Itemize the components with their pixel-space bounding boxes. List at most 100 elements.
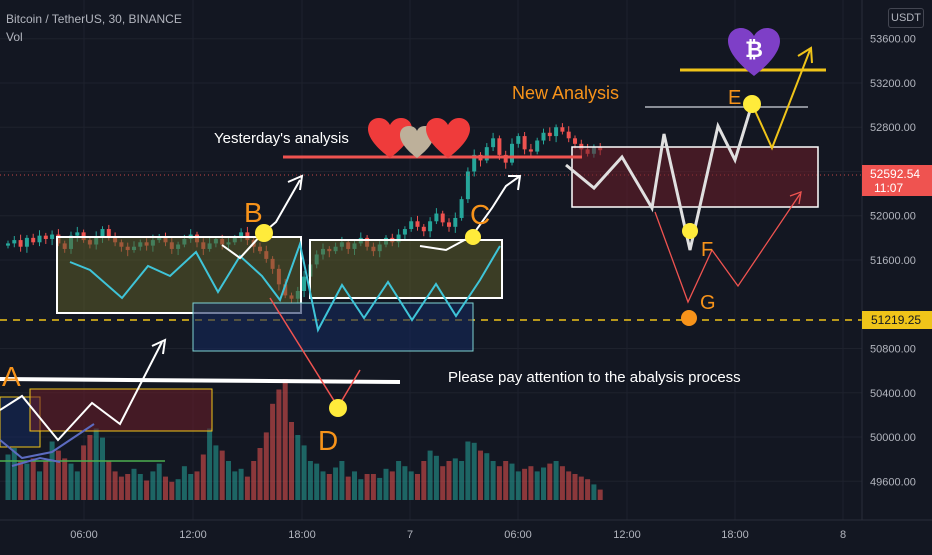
y-tick-label: 53200.00	[870, 78, 916, 90]
volume-bar	[200, 454, 206, 500]
candle-body	[302, 276, 307, 291]
volume-bar	[452, 458, 458, 500]
y-tick-label: 50000.00	[870, 432, 916, 444]
candle-body	[106, 229, 111, 238]
candle-body	[573, 138, 577, 144]
blue-arrow-1	[0, 423, 95, 460]
lower-box-red	[29, 388, 213, 432]
volume-bar	[484, 453, 490, 500]
b-arrow-head	[287, 174, 304, 191]
price-axis[interactable]	[862, 0, 932, 520]
volume-bar	[24, 463, 30, 500]
candle-body	[465, 171, 470, 200]
volume-bar	[295, 435, 301, 500]
x-tick-labels: 06:00 12:00 18:00 7 06:00 12:00 18:00 8	[70, 529, 846, 541]
new-analysis-box	[571, 146, 819, 208]
volume-bar	[389, 471, 395, 500]
support-box	[192, 302, 474, 352]
volume-bar	[446, 461, 452, 500]
volume-bar	[326, 474, 332, 500]
volume-bar	[572, 474, 578, 500]
volume-bar	[207, 428, 213, 500]
candle-body	[43, 235, 48, 239]
candle-body	[484, 147, 489, 161]
volume-bar	[358, 479, 364, 500]
currency-button[interactable]: USDT	[888, 8, 924, 28]
projection-red	[654, 193, 801, 304]
volume-bar	[131, 468, 137, 500]
x-tick-label: 8	[840, 529, 846, 541]
volume-bar	[194, 471, 200, 500]
candle-body	[503, 154, 508, 163]
volume-indicator-label: Vol	[6, 30, 23, 44]
volume-bar	[383, 468, 389, 500]
volume-bar	[244, 476, 250, 500]
x-tick-label: 18:00	[721, 529, 749, 541]
label-d: D	[318, 425, 338, 456]
candle-body	[402, 229, 407, 235]
volume-bar	[112, 471, 118, 500]
volume-bar	[125, 474, 131, 500]
volume-bar	[591, 484, 597, 500]
marker-b	[255, 224, 273, 242]
volume-bar	[478, 450, 483, 500]
y-tick-label: 52000.00	[870, 211, 916, 223]
volume-bar	[541, 467, 546, 500]
volume-bar	[415, 474, 420, 500]
candle-body	[566, 131, 571, 139]
y-tick-label: 49600.00	[870, 476, 916, 488]
candle-body	[528, 149, 533, 152]
volume-bar	[68, 463, 74, 500]
y-tick-label: 53600.00	[870, 34, 916, 46]
heart-icon	[368, 118, 412, 158]
volume-bar	[333, 467, 339, 500]
volume-bar	[5, 454, 11, 500]
volume-bar	[11, 448, 17, 500]
candle-body	[396, 234, 401, 243]
volume-bar	[547, 463, 553, 500]
heart-icon	[426, 118, 470, 158]
volume-bar	[585, 479, 591, 500]
y-tick-label: 50400.00	[870, 388, 916, 400]
candle-body	[239, 232, 244, 238]
annotation-attention: Please pay attention to the abalysis pro…	[448, 369, 741, 386]
candle-body	[522, 136, 527, 150]
volume-bar	[534, 471, 540, 500]
label-e: E	[728, 87, 741, 109]
candle-body	[541, 132, 546, 141]
candle-body	[415, 221, 420, 227]
volume-bars	[5, 379, 603, 500]
volume-bar	[427, 450, 433, 500]
volume-bar	[339, 461, 345, 500]
projection-white	[565, 103, 754, 251]
x-tick-label: 7	[407, 529, 413, 541]
label-a: A	[2, 361, 21, 392]
volume-bar	[150, 471, 156, 500]
volume-bar	[257, 448, 263, 500]
candle-body	[497, 138, 502, 155]
volume-bar	[402, 466, 408, 500]
volume-bar	[163, 476, 168, 500]
candle-body	[100, 229, 105, 237]
candle-body	[421, 226, 426, 232]
y-tick-label: 50800.00	[870, 344, 916, 356]
label-c: C	[470, 199, 490, 230]
volume-bar	[30, 458, 36, 500]
candle-body	[459, 199, 464, 218]
volume-bar	[301, 445, 307, 500]
svg-text:₿: ₿	[745, 37, 763, 62]
volume-bar	[559, 466, 565, 500]
candle-body	[560, 127, 565, 132]
volume-bar	[156, 463, 162, 500]
marker-c	[465, 229, 481, 245]
marker-d	[329, 399, 347, 417]
last-price-badge	[862, 165, 932, 196]
c-arrow-head	[508, 175, 522, 191]
volume-bar	[471, 442, 477, 500]
volume-bar	[433, 455, 439, 500]
annotation-new-analysis: New Analysis	[512, 83, 619, 103]
volume-bar	[370, 474, 376, 500]
y-tick-label: 51600.00	[870, 255, 916, 267]
line-a	[0, 377, 401, 384]
